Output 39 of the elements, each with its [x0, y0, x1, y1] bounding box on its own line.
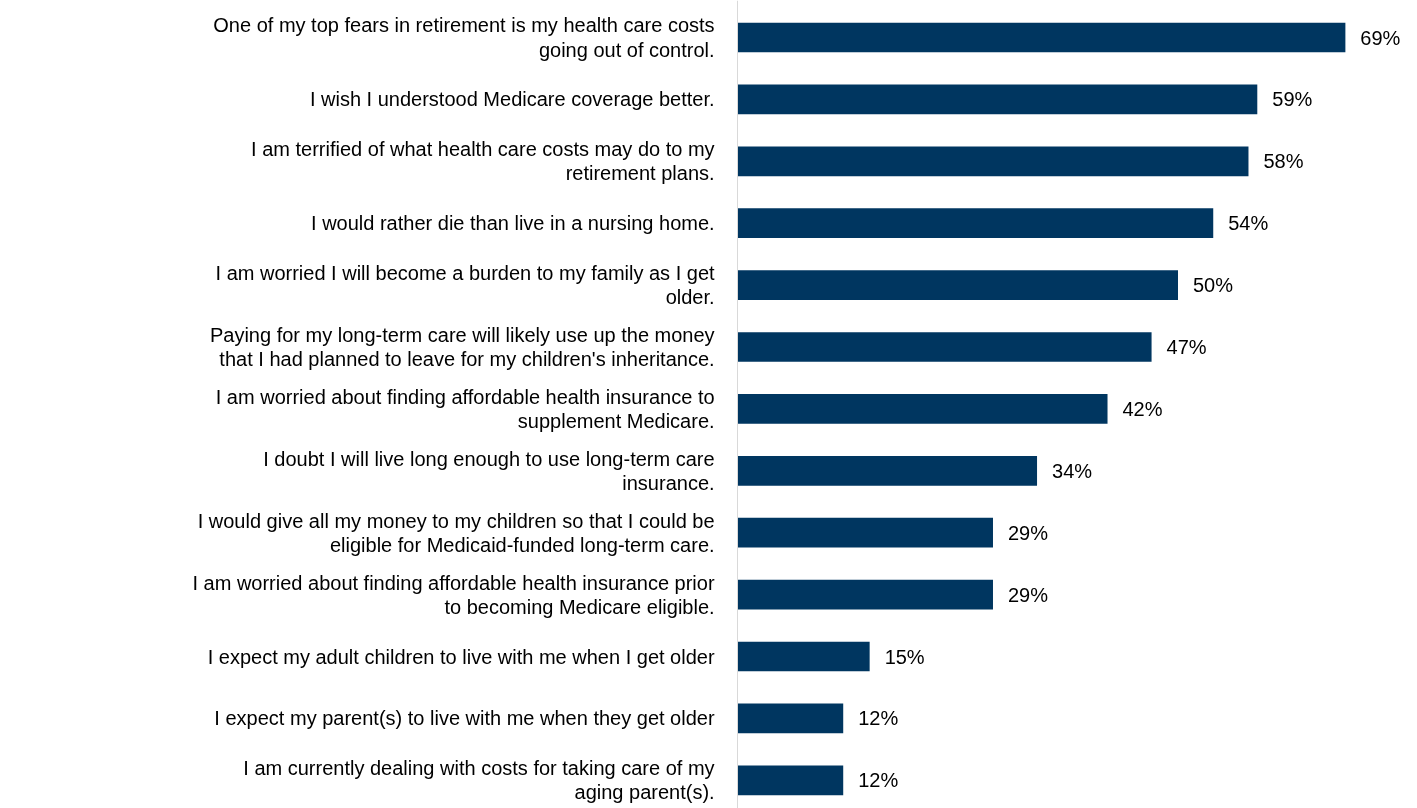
- data-label: 29%: [1007, 583, 1049, 606]
- bar: [737, 517, 993, 548]
- y-tick-label: I would rather die than live in a nursing home.: [311, 212, 715, 235]
- y-tick-label: I am worried I will become a burden to my family as I get older.: [215, 262, 716, 309]
- data-label: 12%: [858, 707, 899, 730]
- data-label: 12%: [858, 769, 899, 792]
- y-tick-label: One of my top fears in retirement is my health care costs going out of control.: [213, 14, 715, 61]
- bar: [737, 455, 1038, 486]
- data-label: 15%: [884, 645, 925, 668]
- y-tick-label: I am currently dealing with costs for taking care of my aging parent(s).: [243, 757, 715, 804]
- y-tick-label: Paying for my long-term care will likely use up the money that I had planned to leave for my children's inheritance.: [209, 323, 715, 371]
- y-tick-label: I am worried about finding affordable health insurance to supplement Medicare.: [215, 385, 715, 432]
- bar: [737, 270, 1178, 300]
- y-tick-label: I expect my adult children to live with me when I get older: [207, 645, 715, 668]
- data-label: 42%: [1122, 397, 1163, 420]
- bar: [737, 765, 844, 796]
- y-tick-label: I am terrified of what health care costs may do to my retirement plans.: [251, 138, 715, 185]
- bar: [737, 641, 870, 672]
- bar: [737, 394, 1108, 424]
- bar: [737, 332, 1152, 362]
- data-label: 29%: [1007, 521, 1049, 544]
- bar: [737, 84, 1258, 115]
- y-tick-label: I would give all my money to my children so that I could be eligible for Medicaid-funded long-term care.: [197, 509, 715, 556]
- data-label: 59%: [1272, 88, 1313, 111]
- y-tick-label: I doubt I will live long enough to use long-term care insurance.: [263, 447, 715, 494]
- bar: [737, 146, 1249, 177]
- data-label: 69%: [1360, 26, 1401, 49]
- data-label: 58%: [1263, 150, 1304, 173]
- data-label: 50%: [1192, 274, 1234, 297]
- y-tick-label: I am worried about finding affordable health insurance prior to becoming Medicare eligible.: [192, 571, 715, 618]
- bar: [737, 703, 844, 734]
- data-label: 47%: [1166, 336, 1207, 358]
- y-tick-label: I expect my parent(s) to live with me when they get older: [214, 707, 715, 730]
- data-label: 54%: [1228, 212, 1269, 235]
- bar: [737, 22, 1346, 53]
- y-tick-label: I wish I understood Medicare coverage better.: [309, 88, 715, 111]
- bar: [737, 208, 1214, 239]
- bar: [737, 579, 993, 610]
- data-label: 34%: [1052, 459, 1093, 482]
